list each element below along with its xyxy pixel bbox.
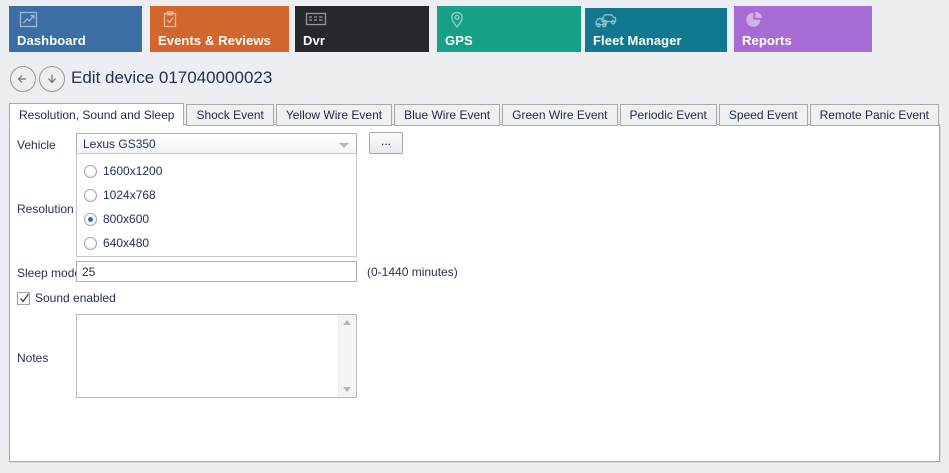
nav-tile-gps[interactable]: GPS	[437, 6, 581, 52]
pie-chart-icon	[744, 11, 764, 29]
radio-label: 640x480	[103, 236, 150, 250]
radio-label: 1600x1200	[103, 164, 163, 178]
back-button[interactable]	[10, 66, 36, 92]
vehicle-select[interactable]: Lexus GS350	[76, 133, 357, 154]
dvr-icon	[305, 11, 327, 29]
nav-tile-label: GPS	[445, 33, 473, 48]
tab-speed-event[interactable]: Speed Event	[718, 104, 808, 126]
vehicle-selected-value: Lexus GS350	[83, 137, 156, 151]
sound-enabled-label: Sound enabled	[35, 291, 116, 305]
resolution-radio-group: 1600x1200 1024x768 800x600 640x480	[76, 153, 357, 257]
vehicle-label: Vehicle	[17, 138, 56, 152]
nav-tile-label: Reports	[742, 33, 792, 48]
nav-tile-reports[interactable]: Reports	[734, 6, 872, 52]
notes-field	[76, 314, 357, 398]
tab-blue-wire-event[interactable]: Blue Wire Event	[394, 104, 501, 126]
vehicle-browse-button[interactable]: ...	[369, 132, 403, 154]
tab-shock-event[interactable]: Shock Event	[186, 104, 274, 126]
radio-mark	[84, 189, 97, 202]
radio-mark	[84, 213, 97, 226]
download-button[interactable]	[39, 66, 65, 92]
radio-mark	[84, 237, 97, 250]
radio-mark	[84, 165, 97, 178]
radio-label: 800x600	[103, 212, 150, 226]
notes-label: Notes	[17, 351, 49, 365]
notes-scrollbar[interactable]	[338, 315, 356, 397]
tab-periodic-event[interactable]: Periodic Event	[619, 104, 717, 126]
nav-tile-fleet-manager[interactable]: Fleet Manager	[585, 8, 727, 52]
nav-tile-label: Fleet Manager	[593, 33, 682, 48]
tab-remote-panic-event[interactable]: Remote Panic Event	[809, 104, 939, 126]
notes-textarea[interactable]	[77, 315, 340, 397]
triangle-down-icon[interactable]	[343, 387, 351, 392]
checkbox-box	[17, 292, 30, 305]
nav-tile-label: Dashboard	[17, 33, 86, 48]
tab-green-wire-event[interactable]: Green Wire Event	[502, 104, 618, 126]
cars-icon	[595, 13, 617, 31]
top-navigation-bar: Dashboard Events & Reviews Dvr GPS Fleet Man…	[0, 0, 949, 58]
tab-strip: Resolution, Sound and Sleep Shock Event Ye…	[9, 103, 941, 126]
content-panel: Vehicle Lexus GS350 ... Resolution 1600x…	[9, 124, 940, 462]
chevron-down-icon	[339, 143, 349, 148]
nav-tile-label: Events & Reviews	[158, 33, 271, 48]
nav-tile-label: Dvr	[303, 33, 325, 48]
chart-up-icon	[19, 11, 39, 29]
map-pin-icon	[447, 11, 467, 29]
tab-resolution-sound-and-sleep[interactable]: Resolution, Sound and Sleep	[9, 103, 185, 126]
triangle-up-icon[interactable]	[343, 320, 351, 325]
clipboard-check-icon	[160, 11, 180, 29]
nav-tile-dashboard[interactable]: Dashboard	[9, 6, 142, 52]
sleep-mode-hint: (0-1440 minutes)	[367, 265, 458, 279]
sleep-mode-label: Sleep mode	[17, 266, 82, 280]
nav-tile-events-reviews[interactable]: Events & Reviews	[150, 6, 289, 52]
resolution-label: Resolution	[17, 202, 74, 216]
tab-yellow-wire-event[interactable]: Yellow Wire Event	[275, 104, 393, 126]
nav-tile-dvr[interactable]: Dvr	[295, 6, 429, 52]
sleep-mode-input[interactable]	[76, 261, 357, 282]
radio-label: 1024x768	[103, 188, 156, 202]
page-title: Edit device 017040000023	[71, 68, 273, 87]
